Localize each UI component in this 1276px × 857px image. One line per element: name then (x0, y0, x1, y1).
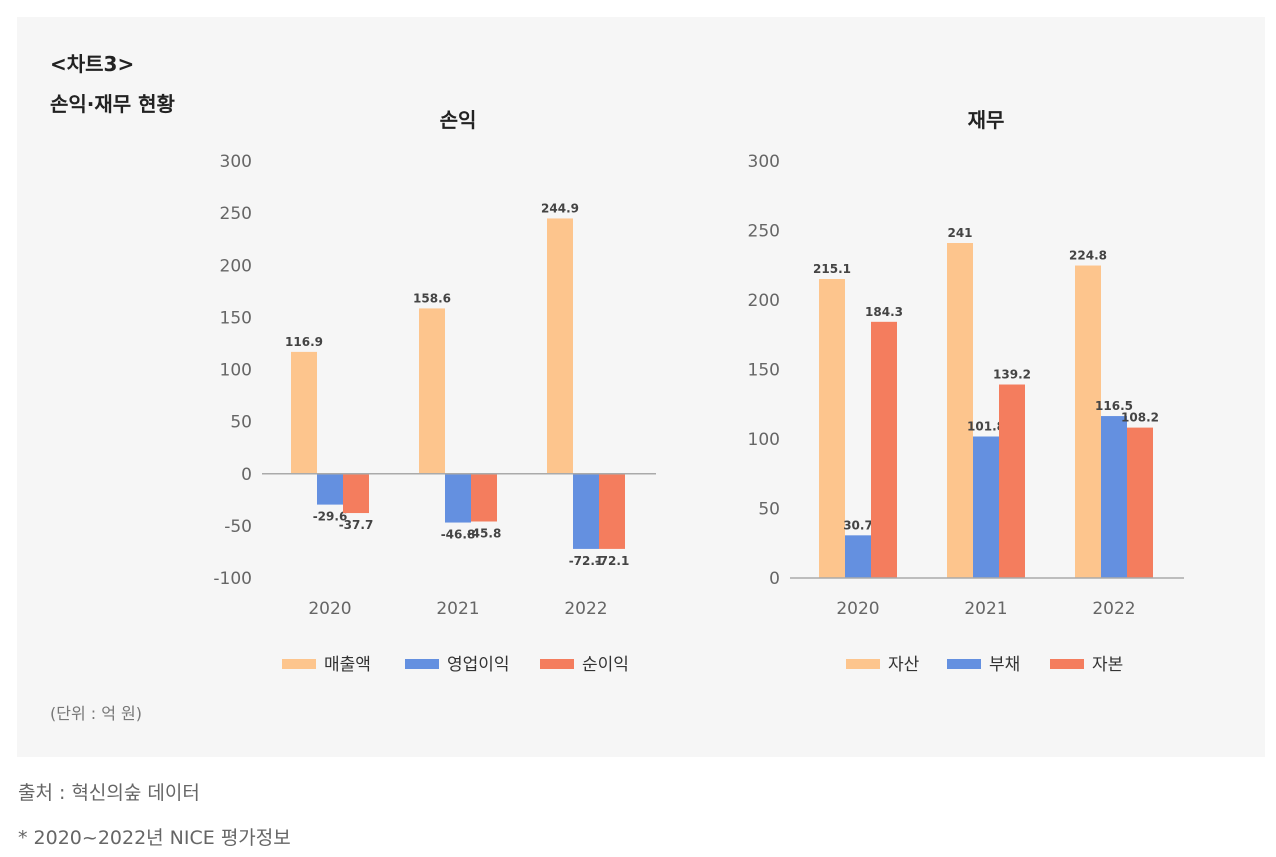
pl-bar-매출액 (547, 218, 573, 474)
finance-y-tick: 0 (769, 569, 780, 589)
finance-x-tick: 2020 (836, 599, 879, 619)
finance-y-tick: 250 (748, 222, 780, 242)
pl-bar-영업이익 (445, 473, 471, 523)
pl-legend-swatch (282, 659, 316, 669)
finance-legend-label: 자본 (1092, 655, 1123, 675)
pl-legend-swatch (405, 659, 439, 669)
finance-data-label: 184.3 (865, 305, 903, 319)
pl-x-tick: 2021 (436, 599, 479, 619)
pl-data-label: -72.1 (569, 554, 604, 568)
pl-data-label: -46.8 (441, 528, 476, 542)
source-note: 출처 : 혁신의숲 데이터 (18, 782, 200, 804)
finance-bar-자본 (1127, 427, 1153, 578)
pl-legend-label: 순이익 (582, 655, 629, 675)
finance-bar-자본 (999, 384, 1025, 578)
finance-y-tick: 150 (748, 361, 780, 381)
pl-bar-순이익 (343, 473, 369, 514)
pl-data-label: 116.9 (285, 335, 323, 349)
pl-chart-title: 손익 (440, 108, 477, 132)
pl-data-label: -37.7 (339, 518, 374, 532)
finance-legend-swatch (947, 659, 981, 669)
finance-legend-swatch (846, 659, 880, 669)
finance-y-tick: 50 (758, 500, 780, 520)
pl-y-tick: -100 (213, 569, 252, 589)
pl-x-tick: 2022 (564, 599, 607, 619)
pl-bar-순이익 (471, 473, 497, 522)
pl-bar-영업이익 (573, 473, 599, 549)
finance-x-tick: 2021 (964, 599, 1007, 619)
pl-legend-swatch (540, 659, 574, 669)
pl-data-label: 158.6 (413, 291, 451, 305)
pl-y-tick: 250 (220, 204, 252, 224)
pl-data-label: -29.6 (313, 510, 348, 524)
pl-data-label: -45.8 (467, 526, 502, 540)
finance-bar-자산 (947, 243, 973, 578)
pl-y-tick: 150 (220, 308, 252, 328)
pl-bar-순이익 (599, 473, 625, 549)
finance-bar-자본 (871, 321, 897, 578)
pl-y-tick: 200 (220, 256, 252, 276)
pl-bar-영업이익 (317, 473, 343, 505)
chart-number-label: <차트3> (50, 52, 135, 76)
pl-y-tick: 100 (220, 361, 252, 381)
finance-data-label: 215.1 (813, 262, 851, 276)
finance-data-label: 224.8 (1069, 249, 1107, 263)
pl-y-tick: 300 (220, 152, 252, 172)
finance-data-label: 108.2 (1121, 411, 1159, 425)
finance-x-tick: 2022 (1092, 599, 1135, 619)
pl-y-tick: -50 (224, 517, 252, 537)
pl-data-label: 244.9 (541, 201, 579, 215)
finance-bar-부채 (1101, 416, 1127, 578)
pl-bar-매출액 (291, 351, 317, 474)
chart-panel (17, 17, 1265, 757)
pl-bar-매출액 (419, 308, 445, 474)
finance-bar-부채 (973, 436, 999, 578)
finance-data-label: 241 (947, 226, 972, 240)
chart-main-title: 손익·재무 현황 (50, 92, 175, 116)
pl-legend-label: 영업이익 (447, 655, 510, 675)
finance-data-label: 30.7 (843, 518, 873, 532)
footnote: * 2020~2022년 NICE 평가정보 (18, 827, 291, 849)
finance-chart-title: 재무 (968, 108, 1005, 132)
finance-y-tick: 200 (748, 291, 780, 311)
finance-data-label: 116.5 (1095, 399, 1133, 413)
finance-legend-swatch (1050, 659, 1084, 669)
finance-bar-자산 (1075, 265, 1101, 578)
finance-y-tick: 100 (748, 430, 780, 450)
pl-data-label: -72.1 (595, 554, 630, 568)
finance-data-label: 139.2 (993, 368, 1031, 382)
finance-data-label: 101.8 (967, 419, 1005, 433)
pl-legend-label: 매출액 (324, 655, 371, 675)
pl-y-tick: 50 (230, 413, 252, 433)
finance-y-tick: 300 (748, 152, 780, 172)
pl-y-tick: 0 (241, 465, 252, 485)
finance-legend-label: 부채 (989, 655, 1020, 675)
finance-bar-부채 (845, 535, 871, 578)
unit-note: (단위 : 억 원) (50, 704, 143, 723)
finance-bar-자산 (819, 279, 845, 578)
pl-x-tick: 2020 (308, 599, 351, 619)
finance-legend-label: 자산 (888, 655, 920, 675)
